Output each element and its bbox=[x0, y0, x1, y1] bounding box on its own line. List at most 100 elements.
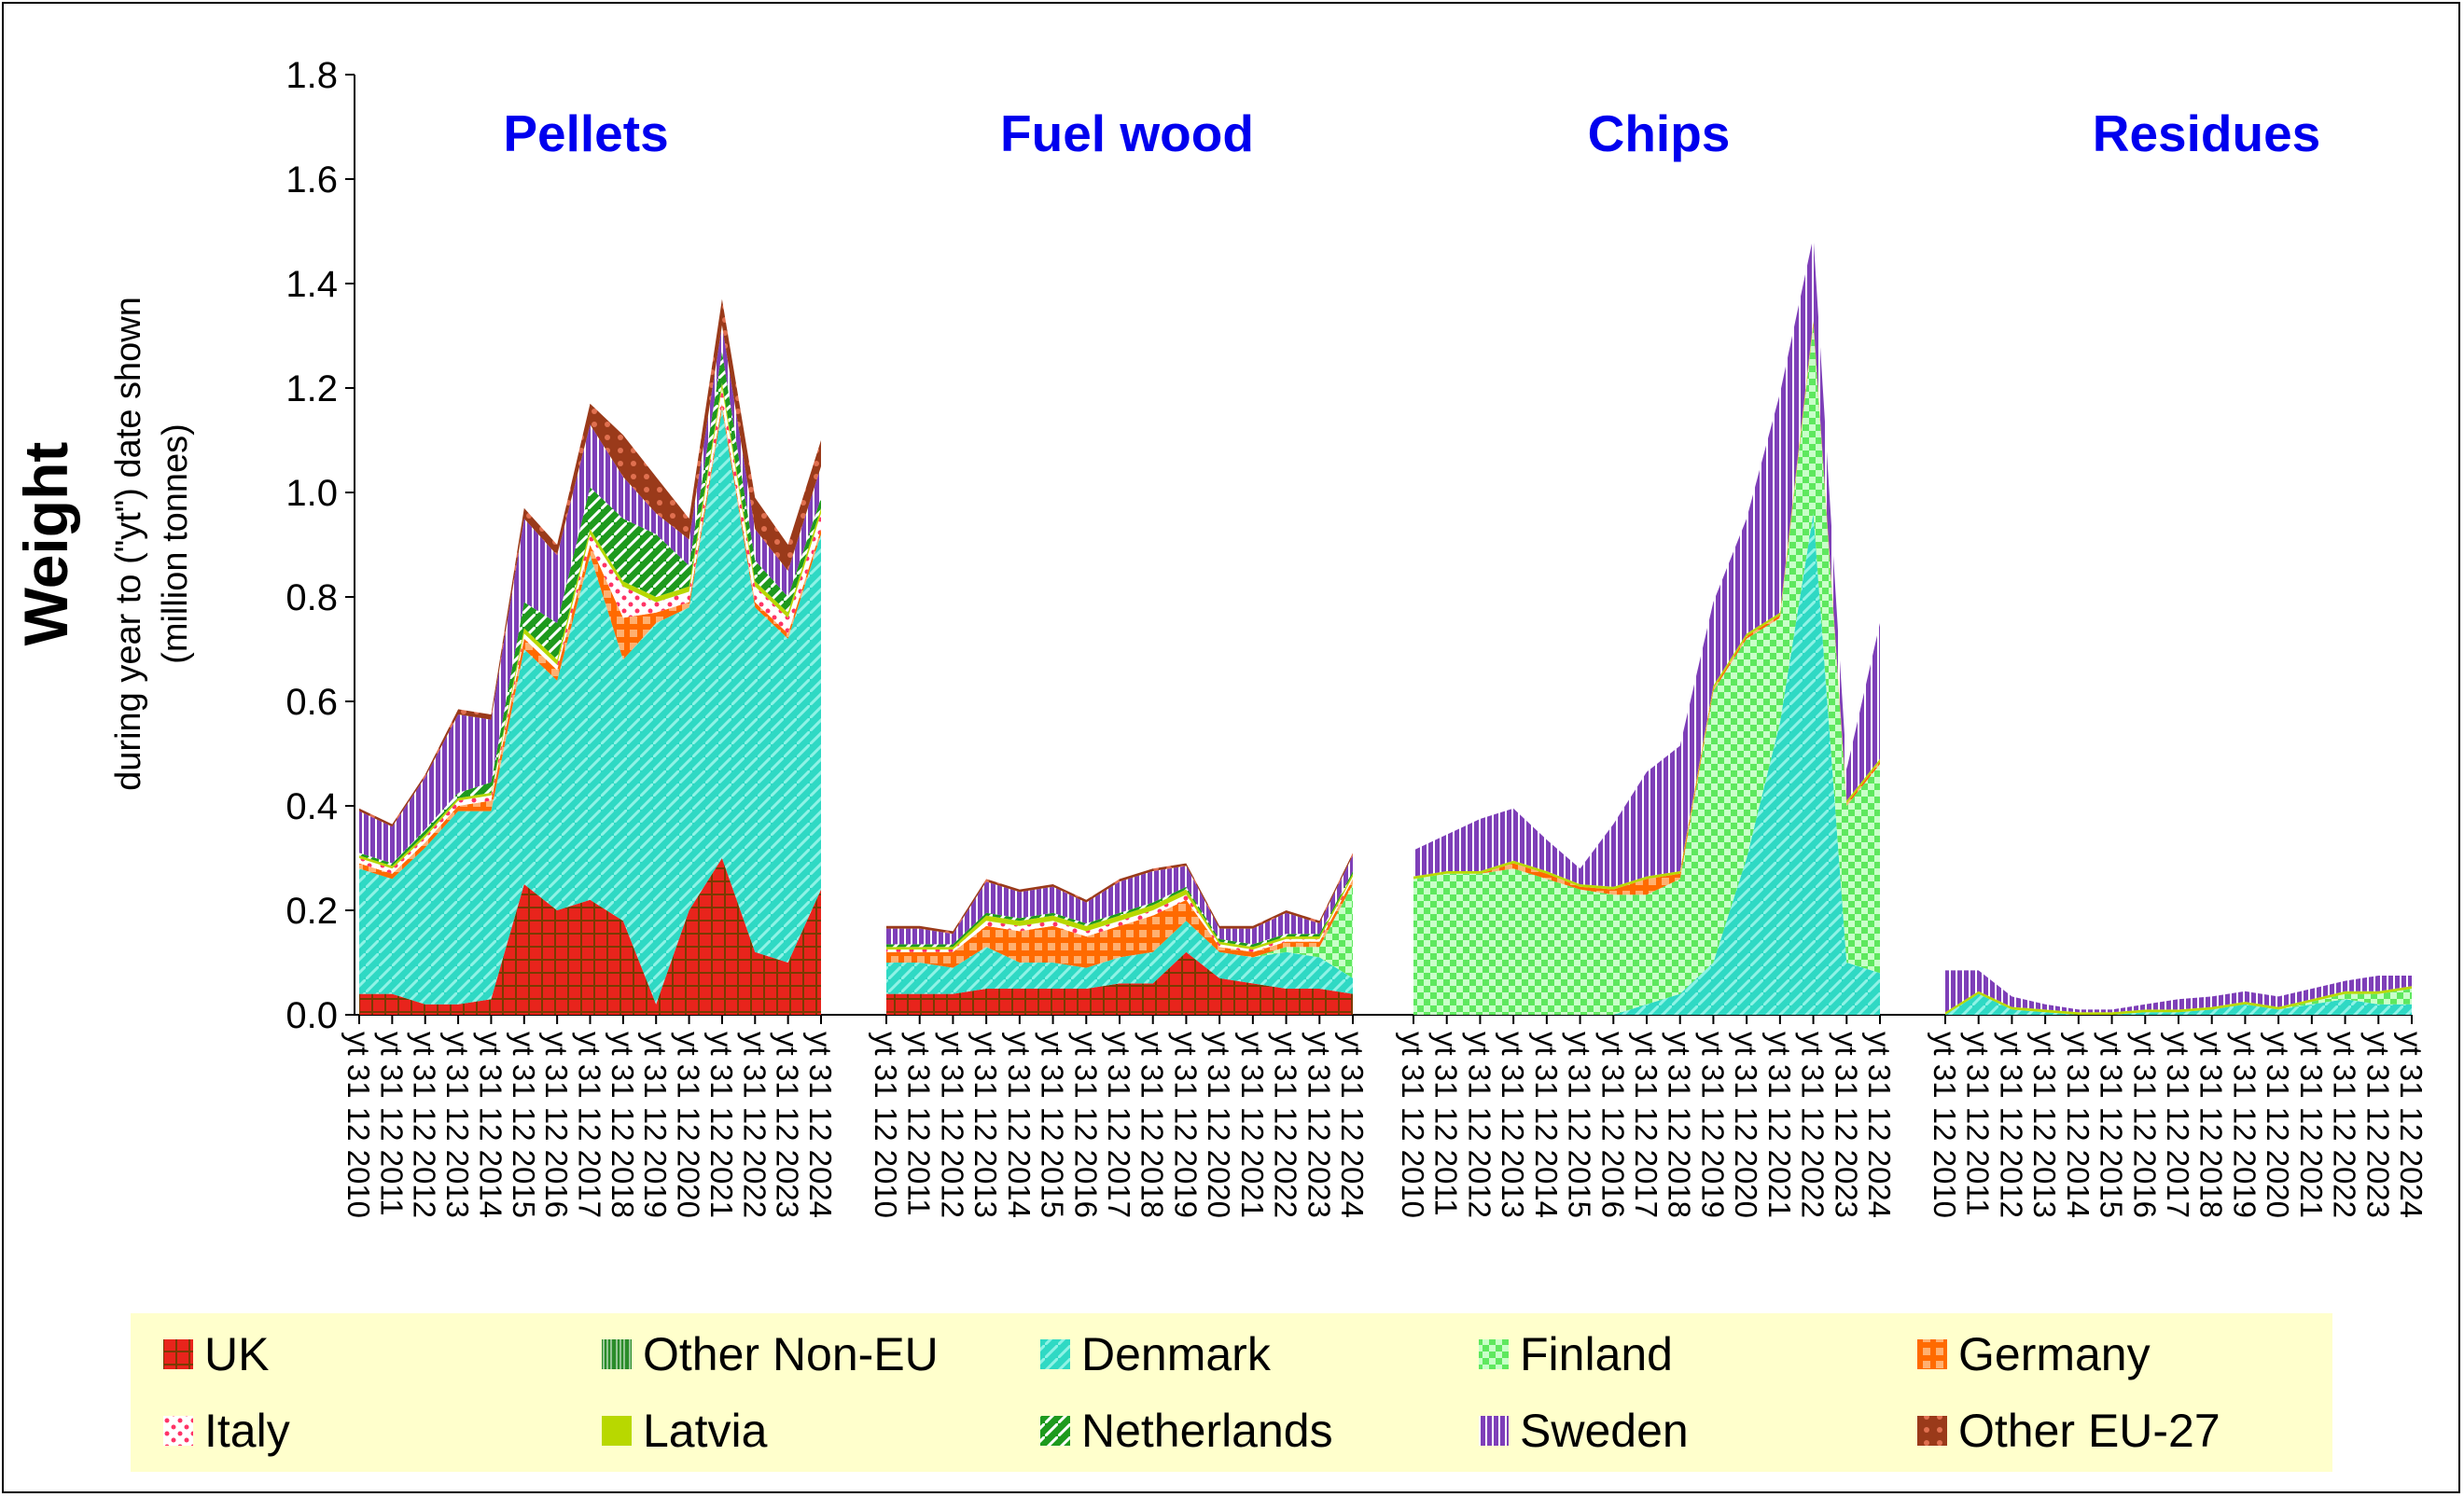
x-tick-label: yt 31 12 2014 bbox=[1002, 1032, 1037, 1218]
area-sweden-1 bbox=[886, 855, 1353, 945]
legend-swatch bbox=[163, 1339, 193, 1369]
x-tick-label: yt 31 12 2019 bbox=[1168, 1032, 1203, 1218]
x-tick-label: yt 31 12 2024 bbox=[803, 1032, 838, 1218]
panel-title: Pellets bbox=[503, 104, 668, 162]
x-tick-label: yt 31 12 2019 bbox=[1695, 1032, 1730, 1218]
x-tick-label: yt 31 12 2016 bbox=[1595, 1032, 1630, 1218]
area-finland-3 bbox=[1945, 989, 2412, 1015]
panel-title: Fuel wood bbox=[1000, 104, 1254, 162]
x-tick-label: yt 31 12 2013 bbox=[440, 1032, 475, 1218]
x-tick-label: yt 31 12 2010 bbox=[1928, 1032, 1962, 1218]
x-tick-label: yt 31 12 2023 bbox=[2360, 1032, 2395, 1218]
x-tick-label: yt 31 12 2013 bbox=[1496, 1032, 1530, 1218]
y-tick-label: 1.6 bbox=[285, 159, 338, 201]
x-tick-label: yt 31 12 2019 bbox=[638, 1032, 673, 1218]
x-tick-label: yt 31 12 2010 bbox=[869, 1032, 903, 1218]
area-denmark-3 bbox=[1945, 993, 2412, 1015]
x-tick-label: yt 31 12 2015 bbox=[507, 1032, 541, 1218]
x-tick-label: yt 31 12 2021 bbox=[2294, 1032, 2329, 1218]
legend-swatch bbox=[163, 1416, 193, 1446]
x-tick-label: yt 31 12 2021 bbox=[1235, 1032, 1270, 1218]
x-tick-label: yt 31 12 2021 bbox=[704, 1032, 739, 1218]
x-tick-label: yt 31 12 2011 bbox=[1961, 1032, 1996, 1216]
legend-swatch bbox=[1040, 1339, 1070, 1369]
x-tick-label: yt 31 12 2022 bbox=[1269, 1032, 1303, 1218]
legend-box bbox=[131, 1313, 2332, 1472]
x-tick-label: yt 31 12 2010 bbox=[1396, 1032, 1430, 1218]
area-netherlands-0 bbox=[359, 351, 821, 866]
y-tick-label: 0.6 bbox=[285, 682, 338, 723]
legend-label: Finland bbox=[1520, 1328, 1673, 1380]
x-tick-label: yt 31 12 2017 bbox=[573, 1032, 607, 1218]
y-axis-sublabel-2: (million tonnes) bbox=[156, 423, 195, 664]
legend-swatch bbox=[1917, 1339, 1947, 1369]
x-tick-label: yt 31 12 2020 bbox=[2261, 1032, 2295, 1218]
area-uk-0 bbox=[359, 858, 821, 1015]
x-tick-label: yt 31 12 2015 bbox=[1036, 1032, 1070, 1218]
legend-label: Latvia bbox=[643, 1405, 768, 1457]
x-tick-label: yt 31 12 2020 bbox=[672, 1032, 706, 1218]
x-tick-label: yt 31 12 2017 bbox=[1629, 1032, 1664, 1218]
x-tick-label: yt 31 12 2015 bbox=[1563, 1032, 1597, 1218]
x-tick-label: yt 31 12 2019 bbox=[2227, 1032, 2262, 1218]
area-denmark-2 bbox=[1413, 513, 1880, 1015]
legend-swatch bbox=[1040, 1416, 1070, 1446]
x-tick-label: yt 31 12 2023 bbox=[1829, 1032, 1863, 1218]
x-tick-label: yt 31 12 2016 bbox=[1068, 1032, 1103, 1218]
legend-label: Netherlands bbox=[1081, 1405, 1333, 1457]
y-tick-label: 0.0 bbox=[285, 995, 338, 1036]
y-tick-label: 0.2 bbox=[285, 891, 338, 932]
legend-swatch bbox=[602, 1416, 632, 1446]
x-tick-label: yt 31 12 2018 bbox=[606, 1032, 640, 1218]
x-tick-label: yt 31 12 2016 bbox=[2127, 1032, 2162, 1218]
y-tick-label: 1.4 bbox=[285, 264, 338, 305]
x-tick-label: yt 31 12 2012 bbox=[935, 1032, 969, 1218]
x-tick-label: yt 31 12 2011 bbox=[902, 1032, 937, 1216]
x-tick-label: yt 31 12 2024 bbox=[1862, 1032, 1897, 1218]
y-tick-label: 1.2 bbox=[285, 368, 338, 409]
legend-swatch bbox=[1917, 1416, 1947, 1446]
x-tick-label: yt 31 12 2014 bbox=[473, 1032, 508, 1218]
x-tick-label: yt 31 12 2011 bbox=[374, 1032, 409, 1216]
area-finland-2 bbox=[1413, 325, 1880, 1015]
x-tick-label: yt 31 12 2012 bbox=[1462, 1032, 1496, 1218]
y-axis-label: Weight bbox=[11, 442, 80, 646]
legend-label: Sweden bbox=[1520, 1405, 1689, 1457]
legend-label: UK bbox=[204, 1328, 269, 1380]
area-germany-1 bbox=[886, 879, 1353, 968]
x-tick-label: yt 31 12 2023 bbox=[771, 1032, 805, 1218]
x-tick-label: yt 31 12 2013 bbox=[2027, 1032, 2062, 1218]
x-tick-label: yt 31 12 2022 bbox=[2328, 1032, 2362, 1218]
y-tick-label: 1.8 bbox=[285, 55, 338, 96]
x-tick-label: yt 31 12 2017 bbox=[1102, 1032, 1136, 1218]
x-tick-label: yt 31 12 2021 bbox=[1762, 1032, 1797, 1218]
legend-label: Other Non-EU bbox=[643, 1328, 939, 1380]
x-tick-label: yt 31 12 2018 bbox=[1663, 1032, 1697, 1218]
area-sweden-0 bbox=[359, 325, 821, 864]
y-axis-sublabel-1: during year to ("yt") date shown bbox=[109, 297, 148, 791]
legend-label: Germany bbox=[1958, 1328, 2151, 1380]
legend-label: Other EU-27 bbox=[1958, 1405, 2220, 1457]
x-tick-label: yt 31 12 2014 bbox=[1529, 1032, 1564, 1218]
x-tick-label: yt 31 12 2011 bbox=[1429, 1032, 1464, 1216]
x-tick-label: yt 31 12 2014 bbox=[2061, 1032, 2095, 1218]
panel-title: Chips bbox=[1588, 104, 1731, 162]
x-tick-label: yt 31 12 2015 bbox=[2095, 1032, 2129, 1218]
x-tick-label: yt 31 12 2010 bbox=[341, 1032, 376, 1218]
y-axis: 0.0 0.2 0.4 0.6 0.8 1.0 1.2 1.4 1.6 1.8 bbox=[285, 55, 2412, 1036]
legend-swatch bbox=[1479, 1339, 1509, 1369]
x-tick-label: yt 31 12 2018 bbox=[2194, 1032, 2229, 1218]
y-tick-label: 0.8 bbox=[285, 577, 338, 618]
area-sweden-3 bbox=[1945, 970, 2412, 1013]
y-tick-label: 1.0 bbox=[285, 473, 338, 514]
x-tick-label: yt 31 12 2024 bbox=[1335, 1032, 1370, 1218]
legend-swatch bbox=[1479, 1416, 1509, 1446]
y-tick-label: 0.4 bbox=[285, 786, 338, 827]
x-tick-label: yt 31 12 2013 bbox=[968, 1032, 1003, 1218]
